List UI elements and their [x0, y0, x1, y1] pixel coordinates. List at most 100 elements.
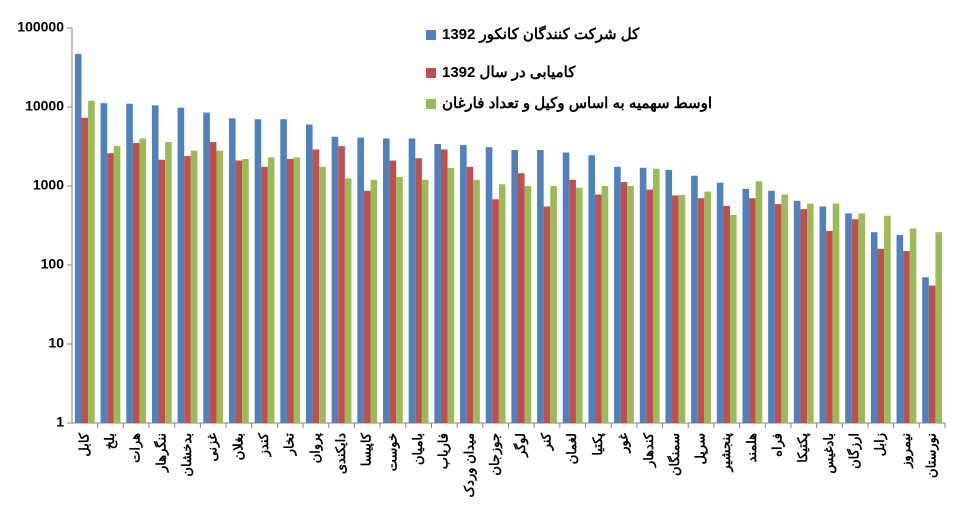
bar: [235, 160, 243, 423]
bar: [922, 277, 929, 423]
x-tick-label: فراه: [770, 433, 786, 457]
x-tick-label: پروان: [307, 433, 323, 464]
bar: [440, 149, 448, 423]
bar: [627, 186, 634, 423]
bar: [877, 248, 885, 423]
bar: [588, 155, 596, 424]
bar: [652, 168, 660, 423]
y-tick-label: 1: [56, 414, 64, 430]
y-tick-label: 1000: [33, 177, 64, 193]
bar: [473, 179, 480, 423]
legend-swatch: [426, 99, 436, 109]
bar: [884, 215, 891, 423]
bar: [639, 167, 647, 423]
y-tick-label: 100000: [17, 19, 64, 35]
bar: [357, 137, 364, 423]
x-tick-label: زابل: [872, 433, 888, 456]
bar: [492, 199, 499, 423]
bar: [562, 152, 570, 423]
bar: [646, 189, 653, 423]
x-tick-label: بامیان: [410, 433, 425, 465]
bar: [100, 103, 108, 423]
bar: [184, 155, 191, 423]
x-tick-label: بادغیس: [821, 433, 837, 474]
bar: [126, 103, 133, 423]
bar: [697, 198, 705, 423]
bar: [389, 160, 397, 423]
bar: [569, 179, 576, 423]
bar: [228, 118, 236, 424]
x-tick-label: لغمان: [564, 433, 579, 464]
bar: [620, 182, 628, 423]
bar: [132, 143, 140, 424]
x-tick-label: غزنی: [205, 433, 221, 462]
y-tick-label: 10000: [25, 98, 64, 114]
x-tick-label: پنجشیر: [718, 433, 734, 473]
bar: [704, 191, 711, 423]
bar: [768, 190, 775, 423]
bar: [408, 138, 416, 423]
bar: [903, 251, 910, 423]
bar: [935, 232, 943, 423]
bar: [716, 182, 724, 423]
x-tick-label: کاپیسا: [359, 432, 375, 466]
x-tick-label: کنر: [538, 432, 554, 451]
bar: [383, 138, 390, 423]
x-tick-label: خوست: [384, 433, 400, 471]
bar: [807, 203, 814, 423]
x-tick-label: میدان وردک: [461, 433, 477, 497]
x-tick-label: هرات: [128, 433, 144, 463]
x-tick-label: ننگرهار: [152, 433, 169, 473]
bar: [81, 117, 89, 424]
bar: [415, 158, 422, 423]
bar: [107, 153, 114, 423]
bar: [851, 219, 859, 423]
bar: [312, 149, 320, 423]
x-tick-label: کندز: [256, 432, 272, 457]
bar: [74, 53, 82, 424]
x-tick-label: کندهار: [641, 432, 657, 468]
bar: [305, 124, 313, 423]
x-tick-label: بغلان: [230, 433, 245, 460]
bar: [928, 285, 936, 423]
bar: [858, 213, 865, 423]
bar: [672, 195, 679, 423]
bar: [165, 142, 172, 423]
bar: [518, 173, 525, 423]
bar: [267, 157, 275, 423]
bar: [800, 209, 808, 423]
x-tick-label: لوگر: [512, 433, 529, 458]
bar: [543, 206, 551, 423]
bar: [485, 147, 493, 423]
bar: [870, 232, 878, 423]
bar: [139, 138, 147, 423]
bar: [755, 181, 763, 423]
bar: [293, 157, 301, 423]
bar: [209, 142, 217, 423]
bar: [261, 166, 268, 423]
bar: [601, 186, 609, 423]
x-tick-label: پکتیا: [590, 433, 606, 456]
bar: [254, 119, 262, 424]
bar: [511, 150, 518, 423]
bar: [242, 158, 249, 423]
bar: [723, 205, 731, 423]
bar: [774, 204, 782, 423]
bar: [319, 166, 326, 423]
bar: [151, 105, 159, 423]
x-tick-label: تخار: [282, 433, 298, 457]
x-tick-label: نیمروز: [898, 433, 914, 469]
bar: [88, 100, 95, 423]
x-tick-label: پکتیکا: [795, 433, 811, 463]
bar: [595, 194, 602, 423]
bar: [421, 179, 429, 423]
bar: [749, 198, 756, 423]
x-tick-label: غور: [615, 433, 631, 454]
x-tick-label: دایکندی: [333, 433, 348, 474]
bar: [845, 213, 852, 423]
bar: [909, 228, 917, 423]
bar: [614, 166, 621, 423]
bar: [466, 166, 474, 423]
bar: [819, 206, 827, 423]
